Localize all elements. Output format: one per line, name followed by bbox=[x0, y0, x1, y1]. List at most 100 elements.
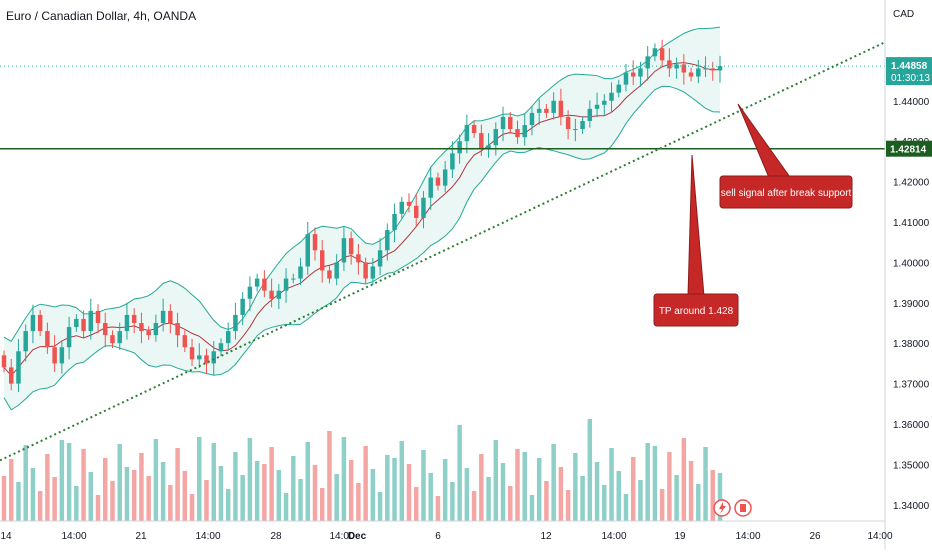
candle bbox=[457, 141, 462, 154]
volume-bar bbox=[464, 468, 470, 521]
candle bbox=[428, 177, 433, 198]
candle bbox=[602, 100, 607, 105]
volume-bar bbox=[218, 466, 224, 521]
volume-bar bbox=[16, 482, 21, 521]
volume-bar bbox=[348, 460, 354, 521]
lower-band bbox=[3, 85, 721, 411]
last-price-value: 1.44858 bbox=[891, 61, 928, 72]
volume-bar bbox=[175, 448, 180, 521]
volume-bar bbox=[385, 455, 390, 521]
candle bbox=[667, 60, 672, 69]
volume-bar bbox=[652, 446, 658, 521]
candle bbox=[312, 234, 318, 251]
volume-bar bbox=[450, 482, 455, 521]
candle bbox=[356, 254, 361, 263]
candle bbox=[508, 116, 513, 130]
candle bbox=[638, 68, 643, 77]
volume-bar bbox=[522, 452, 527, 521]
candle bbox=[630, 72, 636, 77]
candle bbox=[30, 314, 36, 332]
volume-bar bbox=[428, 473, 433, 521]
sell-callout-pointer bbox=[737, 103, 793, 181]
candle bbox=[616, 84, 621, 93]
candle bbox=[81, 318, 86, 332]
volume-bar bbox=[52, 477, 57, 521]
candle bbox=[652, 48, 658, 57]
candle bbox=[500, 116, 506, 130]
candle bbox=[688, 72, 694, 77]
time-tick-label: 21 bbox=[135, 531, 147, 542]
candle bbox=[580, 120, 585, 130]
price-tick-label: 1.40000 bbox=[893, 258, 930, 269]
volume-bar bbox=[139, 453, 144, 521]
time-tick-label: 14:00 bbox=[867, 531, 892, 542]
volume-bar bbox=[182, 471, 188, 521]
candle bbox=[594, 104, 600, 109]
candle bbox=[421, 197, 426, 218]
support-price-badge bbox=[886, 140, 932, 157]
candle bbox=[168, 310, 173, 324]
price-tick-label: 1.36000 bbox=[893, 420, 930, 431]
candle bbox=[218, 343, 224, 352]
time-tick-label: 14:00 bbox=[329, 531, 354, 542]
price-tick-label: 1.35000 bbox=[893, 460, 930, 471]
trend-line[interactable] bbox=[0, 41, 886, 462]
flash-icon-glyph bbox=[719, 502, 726, 514]
candle bbox=[37, 314, 43, 332]
candle bbox=[522, 125, 527, 138]
volume-bar bbox=[37, 491, 43, 521]
price-tick-label: 1.37000 bbox=[893, 380, 930, 391]
candle bbox=[74, 318, 79, 328]
volume-bar bbox=[204, 480, 209, 521]
candle bbox=[363, 262, 368, 279]
volume-bar bbox=[1, 476, 7, 521]
volume-bar bbox=[59, 440, 65, 521]
volume-bar bbox=[573, 453, 578, 521]
candle bbox=[450, 153, 455, 170]
volume-bar bbox=[117, 444, 122, 521]
volume-bar bbox=[45, 454, 50, 521]
candle bbox=[471, 125, 477, 134]
candle bbox=[175, 323, 180, 336]
candle bbox=[124, 314, 130, 332]
volume-bar bbox=[254, 461, 260, 521]
price-tick-label: 1.39000 bbox=[893, 299, 930, 310]
candle bbox=[479, 133, 484, 150]
volume-bar bbox=[406, 464, 412, 521]
basis-line bbox=[3, 62, 721, 377]
volume-bar bbox=[298, 479, 303, 521]
volume-bar bbox=[240, 475, 245, 521]
volume-bar bbox=[696, 484, 701, 521]
volume-bar bbox=[551, 444, 556, 521]
candle bbox=[298, 266, 303, 279]
volume-bar bbox=[88, 472, 94, 521]
volume-pane bbox=[1, 419, 723, 521]
candle bbox=[435, 177, 441, 186]
candle bbox=[16, 351, 21, 384]
volume-bar bbox=[421, 450, 426, 521]
volume-bar bbox=[594, 462, 600, 521]
last-price-badge bbox=[886, 57, 932, 86]
candle bbox=[544, 108, 549, 113]
candle bbox=[139, 323, 144, 332]
currency-label: CAD bbox=[893, 9, 914, 20]
tp-callout-box bbox=[653, 293, 739, 327]
price-axis[interactable]: 1.34000 1.35000 1.36000 1.37000 1.38000 1.390… bbox=[884, 0, 932, 550]
candle bbox=[95, 310, 101, 324]
time-tick-label: 14:00 bbox=[195, 531, 220, 542]
candle bbox=[240, 298, 245, 315]
candle bbox=[392, 213, 397, 231]
support-price-value: 1.42814 bbox=[890, 145, 927, 156]
candle bbox=[66, 327, 72, 348]
volume-bar bbox=[153, 439, 159, 521]
candle bbox=[710, 68, 716, 71]
volume-bar bbox=[479, 454, 484, 521]
volume-bar bbox=[370, 469, 376, 521]
time-tick-label: 26 bbox=[809, 531, 821, 542]
candle bbox=[414, 205, 419, 218]
candle bbox=[305, 234, 310, 267]
candle bbox=[551, 100, 556, 113]
